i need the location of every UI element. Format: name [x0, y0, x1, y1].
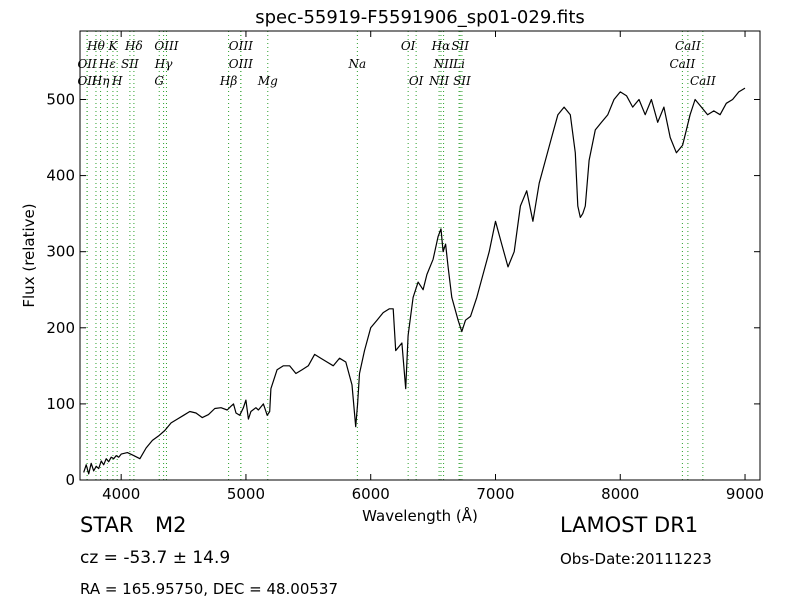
- spectrum-line-0: [83, 87, 746, 475]
- object-class-label: STAR: [80, 513, 134, 537]
- survey-label: LAMOST DR1: [560, 513, 699, 537]
- y-tick-label-2: 200: [46, 319, 75, 337]
- y-tick-label-0: 0: [65, 471, 75, 489]
- line-marker-label-15: NII: [433, 57, 454, 71]
- line-marker-label-12: Hγ: [154, 57, 173, 71]
- line-marker-label-18: OII: [77, 74, 97, 88]
- line-marker-label-25: NII: [428, 74, 449, 88]
- line-marker-label-2: Hδ: [124, 39, 143, 53]
- chart-title: spec-55919-F5591906_sp01-029.fits: [255, 7, 585, 28]
- x-axis-label: Wavelength (Å): [362, 506, 478, 525]
- line-marker-label-7: SII: [451, 39, 469, 53]
- line-marker-label-26: SII: [453, 74, 471, 88]
- line-marker-label-11: SII: [121, 57, 139, 71]
- line-marker-label-4: OIII: [229, 39, 253, 53]
- line-marker-label-20: H: [111, 74, 123, 88]
- line-marker-label-22: Hβ: [219, 74, 237, 88]
- x-tick-label-1: 5000: [227, 485, 265, 503]
- x-tick-label-5: 9000: [726, 485, 764, 503]
- line-marker-label-3: OIII: [154, 39, 178, 53]
- line-marker-label-16: Li: [452, 57, 465, 71]
- y-tick-label-5: 500: [46, 90, 75, 108]
- line-marker-label-8: CaII: [675, 39, 701, 53]
- x-tick-label-3: 7000: [476, 485, 514, 503]
- line-marker-label-27: CaII: [690, 74, 716, 88]
- x-tick-label-4: 8000: [601, 485, 639, 503]
- plot-frame: [79, 30, 761, 481]
- line-marker-label-19: Hη: [91, 74, 110, 88]
- line-marker-label-24: OI: [409, 74, 424, 88]
- y-tick-label-1: 100: [46, 395, 75, 413]
- object-subclass-label: M2: [155, 513, 187, 537]
- obs-date-label: Obs-Date:20111223: [560, 550, 712, 568]
- line-marker-label-13: OIII: [229, 57, 253, 71]
- line-marker-label-9: OII: [77, 57, 97, 71]
- redshift-label: cz = -53.7 ± 14.9: [80, 548, 231, 568]
- line-marker-label-5: OI: [401, 39, 416, 53]
- line-marker-label-17: CaII: [669, 57, 695, 71]
- x-tick-label-2: 6000: [352, 485, 390, 503]
- y-axis-label: Flux (relative): [20, 203, 38, 307]
- line-marker-label-23: Mg: [257, 74, 278, 88]
- line-marker-label-0: Hθ: [86, 39, 105, 53]
- line-marker-label-10: Hε: [98, 57, 116, 71]
- x-tick-label-0: 4000: [102, 485, 140, 503]
- coordinates-label: RA = 165.95750, DEC = 48.00537: [80, 580, 339, 598]
- line-marker-label-1: K: [107, 39, 118, 53]
- line-marker-label-21: G: [154, 74, 164, 88]
- y-tick-label-4: 400: [46, 167, 75, 185]
- y-tick-label-3: 300: [46, 243, 75, 261]
- line-marker-label-14: Na: [348, 57, 367, 71]
- line-marker-label-6: Hα: [431, 39, 451, 53]
